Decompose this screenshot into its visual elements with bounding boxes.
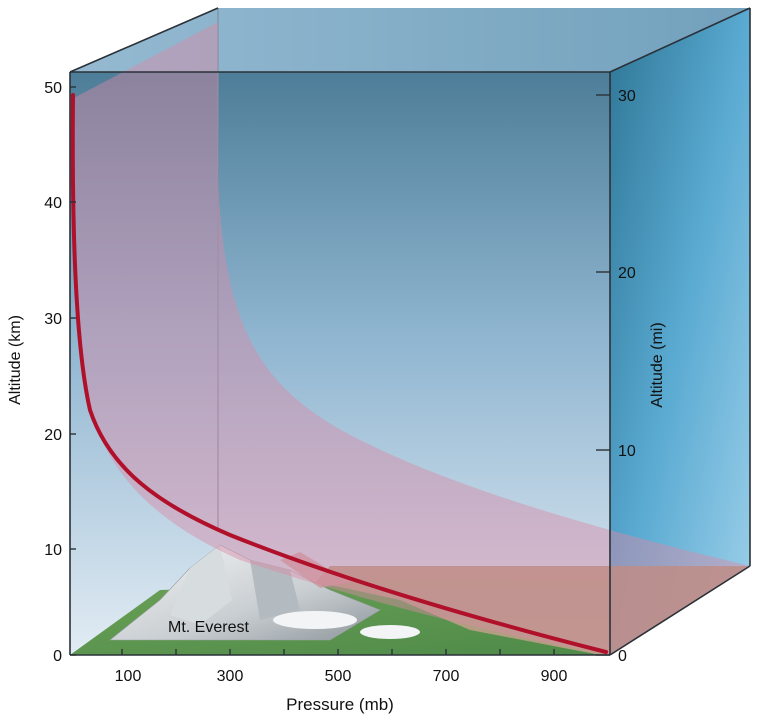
- left-tick-label: 0: [53, 648, 62, 665]
- left-axis-label: Altitude (km): [7, 315, 24, 405]
- box-front-face: [70, 72, 610, 655]
- left-tick-label: 10: [44, 542, 62, 559]
- bottom-axis-label: Pressure (mb): [286, 695, 394, 714]
- left-tick-label: 50: [44, 80, 62, 97]
- everest-label: Mt. Everest: [168, 619, 249, 636]
- right-axis-ticks: [596, 94, 610, 656]
- left-tick-label: 30: [44, 311, 62, 328]
- mt-everest-illustration: [109, 544, 420, 641]
- box-right-face: [610, 8, 750, 655]
- bottom-tick-label: 300: [217, 668, 244, 685]
- right-tick-label: 30: [618, 88, 636, 105]
- bottom-tick-label: 700: [433, 668, 460, 685]
- pressure-band: [70, 22, 750, 655]
- bottom-tick-label: 100: [115, 668, 142, 685]
- box-edges: [69, 7, 751, 656]
- left-tick-label: 20: [44, 427, 62, 444]
- bottom-tick-label: 500: [325, 668, 352, 685]
- box-top-face: [70, 8, 750, 72]
- right-tick-label: 20: [618, 265, 636, 282]
- bottom-axis-ticks: [121, 649, 555, 655]
- right-tick-label: 0: [618, 648, 627, 665]
- bottom-tick-label: 900: [541, 668, 568, 685]
- right-tick-label: 10: [618, 443, 636, 460]
- right-axis-label: Altitude (mi): [649, 322, 666, 407]
- left-tick-label: 40: [44, 195, 62, 212]
- left-axis-ticks: [70, 86, 76, 656]
- pressure-curve: [70, 93, 608, 654]
